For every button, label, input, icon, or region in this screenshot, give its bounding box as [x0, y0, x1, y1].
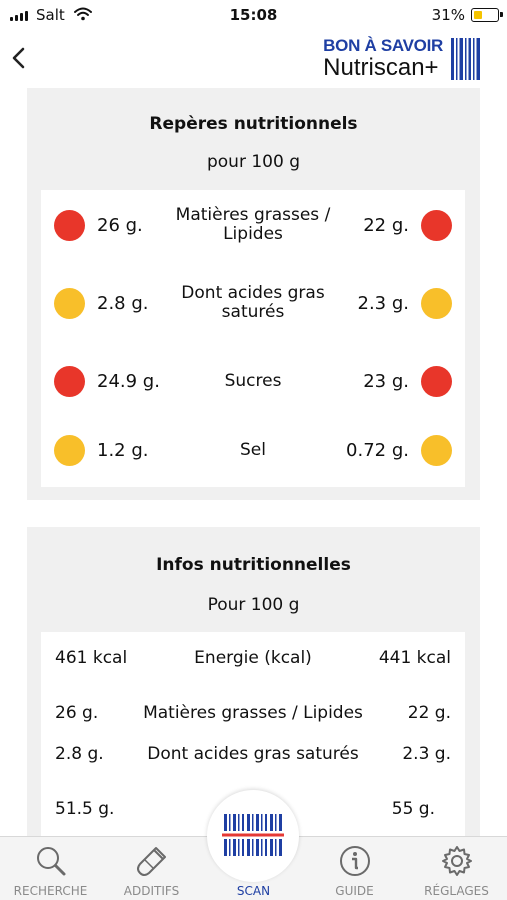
nutrient-label: Matières grasses / Lipides: [175, 205, 331, 244]
status-bar: Salt 15:08 31%: [0, 0, 507, 32]
status-time: 15:08: [229, 6, 278, 24]
product-value: 2.8 g.: [97, 292, 149, 314]
tab-scan[interactable]: SCAN: [203, 837, 304, 900]
info-row: 2.8 g. Dont acides gras saturés 2.3 g.: [41, 744, 465, 774]
info-row: 51.5 g. 55 g.: [41, 799, 465, 829]
info-icon: [339, 846, 370, 876]
reperes-row: 26 g. Matières grasses / Lipides 22 g.: [41, 195, 465, 255]
product-value: 24.9 g.: [97, 370, 160, 392]
product-value: 26 g.: [97, 214, 143, 236]
nutrient-label: Dont acides gras saturés: [181, 283, 325, 322]
tab-label: ADDITIFS: [123, 884, 180, 898]
logo-brand: BON À SAVOIR: [323, 36, 443, 55]
reference-value: 441 kcal: [378, 648, 451, 668]
gear-icon: [441, 846, 472, 876]
reference-value: 23 g.: [363, 370, 409, 392]
logo-app-name: Nutriscan+: [323, 54, 439, 81]
infos-title: Infos nutritionnelles: [156, 555, 351, 575]
reperes-title: Repères nutritionnels: [149, 114, 358, 134]
reference-value: 2.3 g.: [357, 292, 410, 314]
nutrient-label: Sel: [240, 439, 266, 460]
level-dot-icon: [54, 210, 85, 241]
reference-value: 0.72 g.: [346, 439, 409, 461]
level-dot-icon: [421, 366, 452, 397]
wifi-icon: [74, 7, 92, 21]
logo-barcode-icon: [451, 37, 480, 80]
info-row: 26 g. Matières grasses / Lipides 22 g.: [41, 703, 465, 733]
barcode-icon[interactable]: [222, 812, 286, 858]
reperes-row: 24.9 g. Sucres 23 g.: [41, 351, 465, 411]
product-value: 51.5 g.: [55, 799, 115, 819]
nutrient-label: Dont acides gras saturés: [147, 744, 359, 764]
tab-label: RÉGLAGES: [424, 884, 489, 898]
level-dot-icon: [54, 288, 85, 319]
reperes-row: 2.8 g. Dont acides gras saturés 2.3 g.: [41, 273, 465, 333]
level-dot-icon: [54, 366, 85, 397]
product-value: 26 g.: [55, 703, 99, 723]
tab-guide[interactable]: GUIDE: [304, 837, 405, 900]
reperes-subtitle: pour 100 g: [206, 152, 300, 172]
product-value: 2.8 g.: [55, 744, 104, 764]
info-row: 461 kcal Energie (kcal) 441 kcal: [41, 648, 465, 678]
nutrient-label: Sucres: [224, 370, 282, 391]
level-dot-icon: [421, 210, 452, 241]
nutrient-label: Matières grasses / Lipides: [143, 703, 363, 723]
level-dot-icon: [54, 435, 85, 466]
tab-additifs[interactable]: ADDITIFS: [101, 837, 202, 900]
reference-value: 22 g.: [363, 214, 409, 236]
test-tube-icon: [136, 847, 166, 876]
infos-subtitle: Pour 100 g: [207, 595, 300, 615]
tab-label: RECHERCHE: [13, 884, 88, 898]
tab-label: GUIDE: [335, 884, 374, 898]
carrier-name: Salt: [36, 6, 65, 24]
reperes-row: 1.2 g. Sel 0.72 g.: [41, 420, 465, 480]
search-icon: [36, 847, 65, 876]
level-dot-icon: [421, 288, 452, 319]
battery-icon: [471, 8, 503, 22]
app-logo: BON À SAVOIR Nutriscan+: [323, 37, 481, 80]
tab-label: SCAN: [236, 884, 271, 898]
tab-recherche[interactable]: RECHERCHE: [0, 837, 101, 900]
header: BON À SAVOIR Nutriscan+: [0, 32, 507, 86]
nutrient-label: Energie (kcal): [194, 648, 312, 668]
reference-value: 22 g.: [407, 703, 451, 723]
battery-percent: 31%: [431, 6, 465, 24]
signal-icon: [10, 11, 28, 21]
back-chevron-icon[interactable]: [8, 44, 30, 72]
reference-value: 2.3 g.: [402, 744, 451, 764]
reperes-panel: Repères nutritionnels pour 100 g 26 g. M…: [27, 88, 480, 500]
product-value: 461 kcal: [55, 648, 128, 668]
reperes-list: 26 g. Matières grasses / Lipides 22 g. 2…: [41, 190, 465, 487]
product-value: 1.2 g.: [97, 439, 149, 461]
reference-value: 55 g.: [391, 799, 435, 819]
tab-reglages[interactable]: RÉGLAGES: [406, 837, 507, 900]
level-dot-icon: [421, 435, 452, 466]
